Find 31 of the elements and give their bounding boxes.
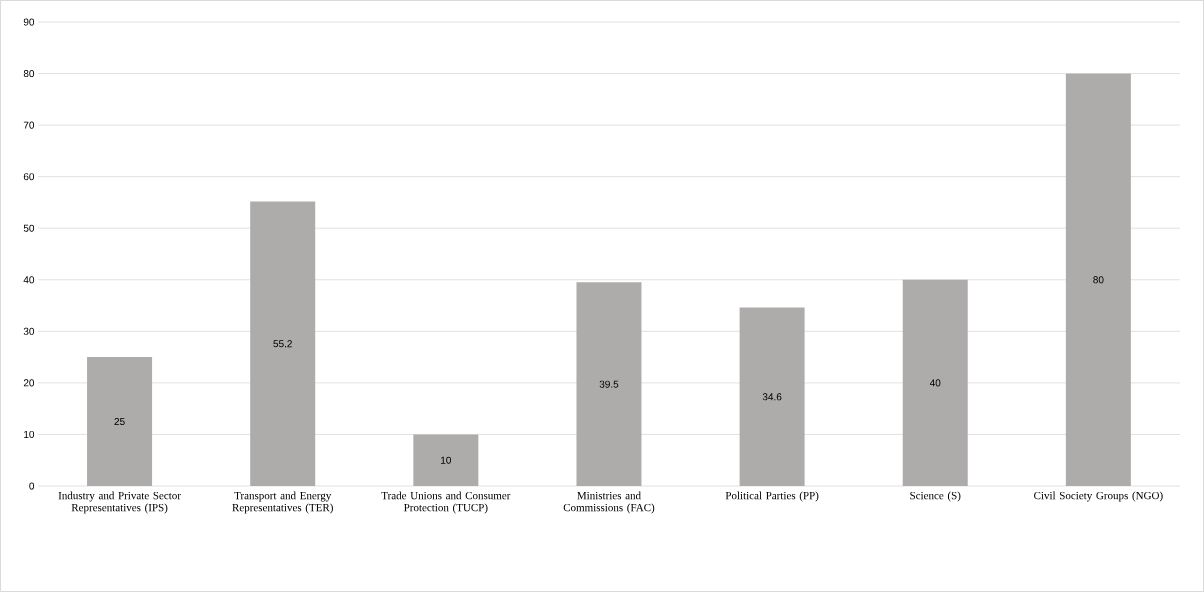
data-label: 39.5 [599, 380, 619, 388]
y-tick-label: 70 [23, 121, 35, 129]
y-tick-label: 90 [23, 18, 35, 26]
data-label: 10 [441, 456, 452, 464]
bar [87, 357, 153, 486]
bar [576, 282, 642, 486]
y-tick-label: 50 [23, 224, 35, 232]
data-label: 80 [1093, 276, 1104, 284]
y-tick-label: 20 [23, 379, 35, 387]
x-tick-label: Transport and Energy Representatives (TER) [232, 491, 333, 514]
bar [250, 201, 316, 486]
y-tick-label: 10 [24, 430, 35, 438]
y-tick-label: 60 [23, 173, 35, 181]
x-tick-label: Ministries and Commissions (FAC) [563, 491, 655, 514]
y-tick-label: 40 [23, 276, 35, 284]
x-tick-label: Political Parties (PP) [725, 491, 819, 502]
y-tick-label: 0 [29, 482, 35, 490]
bar [739, 307, 805, 486]
x-tick-label: Trade Unions and Consumer Protection (TUCP) [381, 491, 511, 514]
y-tick-label: 30 [23, 327, 35, 335]
y-tick-label: 80 [23, 70, 35, 78]
data-label: 40 [929, 379, 941, 387]
data-label: 55.2 [273, 340, 292, 348]
bar [1065, 73, 1131, 486]
bar [902, 279, 968, 486]
data-label: 34.6 [762, 393, 782, 401]
bar [413, 434, 479, 486]
data-label: 25 [114, 418, 125, 426]
x-tick-label: Industry and Private Sector Representatives (IPS) [58, 491, 181, 514]
x-tick-label: Civil Society Groups (NGO) [1034, 491, 1163, 502]
x-tick-label: Science (S) [910, 491, 961, 502]
